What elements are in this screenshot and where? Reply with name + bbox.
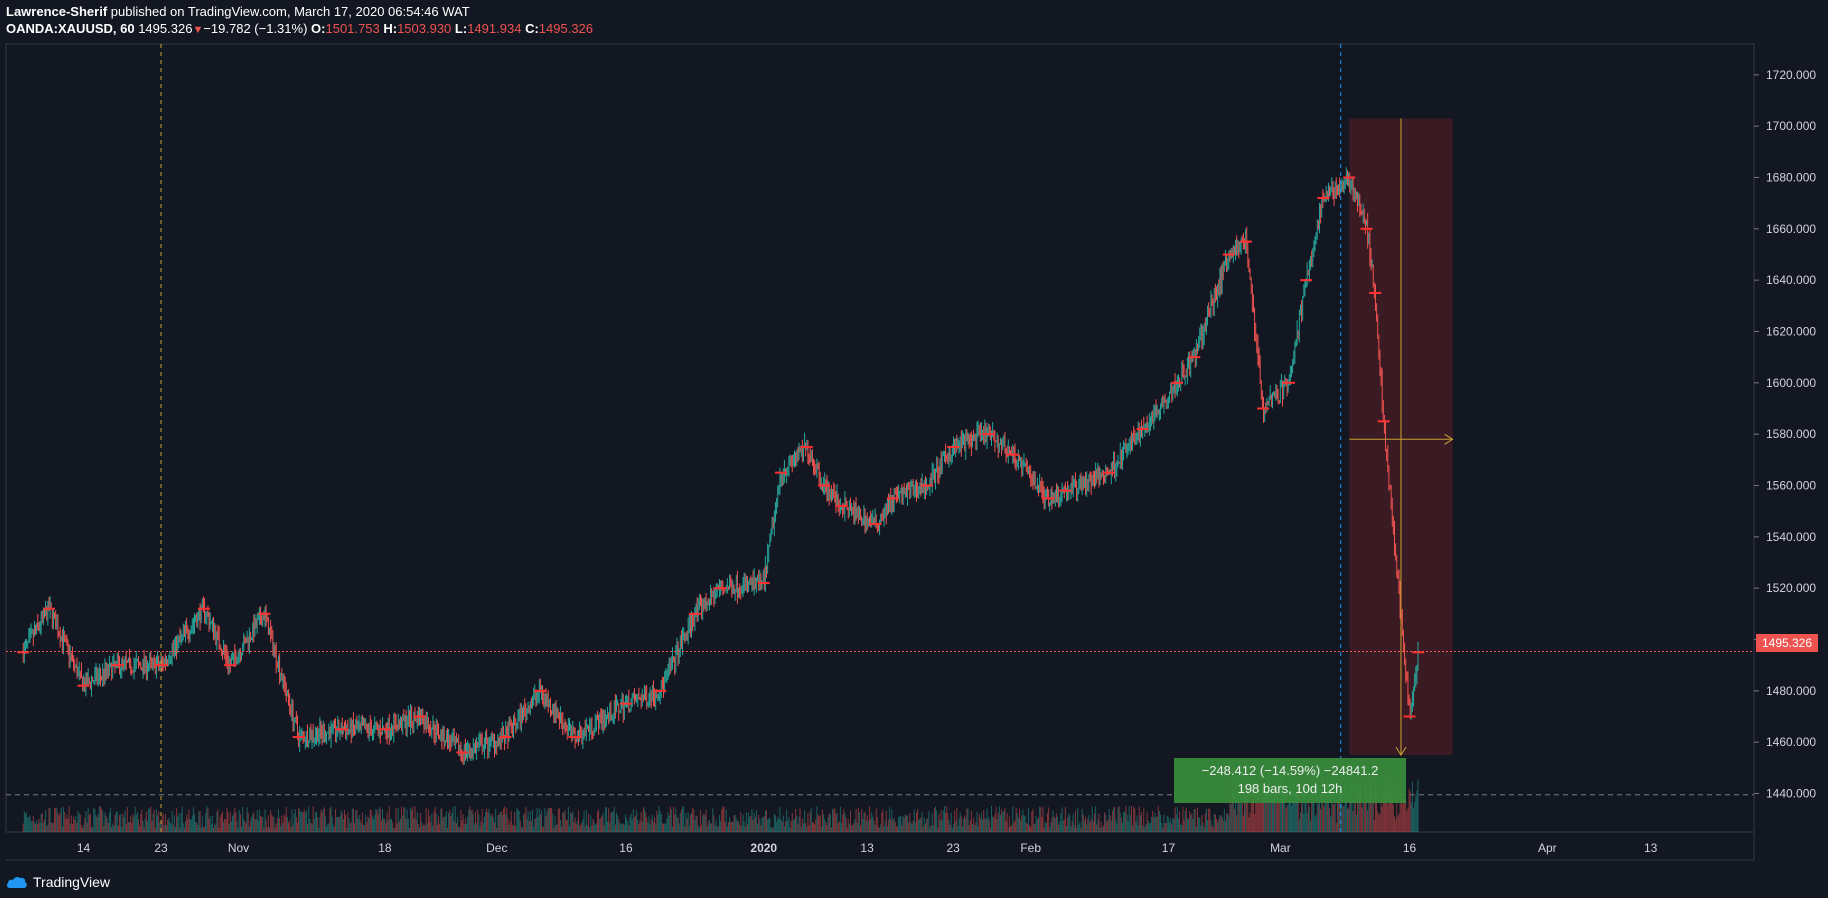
- x-tick-label: 23: [947, 841, 961, 855]
- open-label: O:: [311, 21, 326, 36]
- x-tick-label: 13: [1644, 841, 1658, 855]
- y-tick-label: 1480.000: [1766, 684, 1816, 698]
- symbol-label[interactable]: OANDA:XAUUSD, 60: [6, 21, 135, 36]
- measure-duration: 198 bars, 10d 12h: [1237, 781, 1343, 796]
- x-tick-label: Apr: [1538, 841, 1557, 855]
- author-name[interactable]: Lawrence-Sherif: [6, 4, 108, 19]
- y-tick-label: 1520.000: [1766, 581, 1816, 595]
- y-tick-label: 1540.000: [1766, 530, 1816, 544]
- y-tick-label: 1460.000: [1766, 735, 1816, 749]
- publish-info: published on TradingView.com, March 17, …: [107, 4, 470, 19]
- tradingview-logo[interactable]: TradingView: [6, 874, 110, 890]
- open-value: 1501.753: [325, 21, 380, 36]
- x-tick-label: 16: [1403, 841, 1417, 855]
- plot-frame: [5, 43, 1755, 833]
- low-value: 1491.934: [467, 21, 522, 36]
- high-label: H:: [383, 21, 398, 36]
- arrow-down-icon: [1395, 746, 1407, 756]
- y-tick-label: 1660.000: [1766, 222, 1816, 236]
- low-label: L:: [454, 21, 468, 36]
- chart-header: Lawrence-Sherif published on TradingView…: [6, 3, 593, 39]
- change-value: −19.782 (−1.31%): [203, 21, 308, 36]
- last-price-tag: 1495.326: [1756, 634, 1818, 652]
- brand-name: TradingView: [33, 874, 111, 890]
- y-tick-label: 1720.000: [1766, 68, 1816, 82]
- x-tick-label: Nov: [228, 841, 249, 855]
- x-tick-label: 17: [1162, 841, 1176, 855]
- y-tick-label: 1680.000: [1766, 170, 1816, 184]
- x-tick-label: Dec: [486, 841, 507, 855]
- close-label: C:: [525, 21, 539, 36]
- y-tick-label: 1700.000: [1766, 119, 1816, 133]
- measure-tooltip[interactable]: −248.412 (−14.59%) −24841.2 198 bars, 10…: [1174, 758, 1406, 803]
- x-tick-label: Mar: [1270, 841, 1291, 855]
- down-arrow-icon: ▼: [192, 24, 204, 36]
- y-tick-label: 1600.000: [1766, 376, 1816, 390]
- publish-line: Lawrence-Sherif published on TradingView…: [6, 3, 593, 20]
- ohlc-line: OANDA:XAUUSD, 60 1495.326▼−19.782 (−1.31…: [6, 20, 593, 39]
- high-value: 1503.930: [397, 21, 452, 36]
- cloud-icon: [6, 876, 27, 888]
- measure-change: −248.412 (−14.59%) −24841.2: [1201, 763, 1379, 778]
- y-tick-label: 1620.000: [1766, 324, 1816, 338]
- x-tick-label: 23: [154, 841, 168, 855]
- y-tick-label: 1440.000: [1766, 786, 1816, 800]
- x-tick-label: 2020: [750, 841, 777, 855]
- close-value: 1495.326: [538, 21, 594, 36]
- y-tick-label: 1560.000: [1766, 478, 1816, 492]
- arrow-right-icon: [1444, 433, 1454, 445]
- y-tick-label: 1640.000: [1766, 273, 1816, 287]
- y-tick-label: 1580.000: [1766, 427, 1816, 441]
- last-price: 1495.326: [138, 21, 193, 36]
- x-tick-label: 14: [77, 841, 91, 855]
- x-tick-label: 18: [378, 841, 392, 855]
- x-tick-label: 13: [860, 841, 874, 855]
- x-tick-label: Feb: [1020, 841, 1041, 855]
- x-tick-label: 16: [619, 841, 633, 855]
